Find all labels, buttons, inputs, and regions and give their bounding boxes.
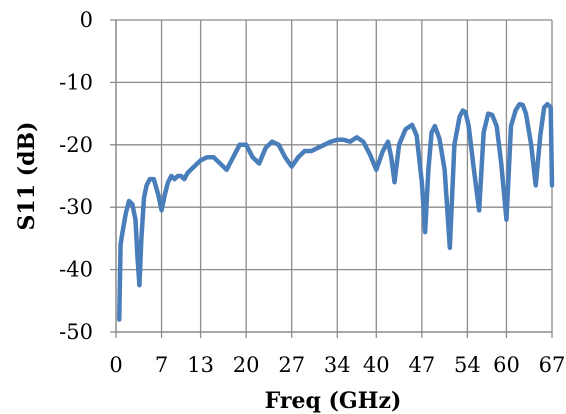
x-tick-label: 27 (278, 353, 305, 377)
series-line (117, 101, 555, 322)
x-tick-label: 20 (233, 353, 260, 377)
y-tick-label: 0 (80, 8, 93, 32)
y-tick-label: -40 (59, 258, 93, 282)
x-tick-label: 54 (454, 353, 481, 377)
y-tick-label: -50 (59, 320, 93, 344)
x-tick-labels: 0 7 13 20 27 34 40 47 54 60 67 (109, 353, 565, 377)
y-tick-label: -10 (59, 70, 93, 94)
y-tick-label: -30 (59, 195, 93, 219)
y-tick-label: -20 (59, 133, 93, 157)
x-tick-label: 47 (408, 353, 435, 377)
series-layer (117, 101, 555, 322)
x-tick-label: 60 (493, 353, 520, 377)
x-tick-label: 7 (155, 353, 168, 377)
x-tick-label: 0 (109, 353, 122, 377)
x-axis-title: Freq (GHz) (265, 388, 402, 414)
x-tick-label: 13 (187, 353, 214, 377)
x-tick-label: 67 (539, 353, 566, 377)
y-tick-labels: 0 -10 -20 -30 -40 -50 (59, 8, 93, 344)
axes (110, 19, 553, 338)
x-tick-label: 40 (363, 353, 390, 377)
y-axis-title: S11 (dB) (14, 122, 40, 231)
x-tick-label: 34 (324, 353, 351, 377)
